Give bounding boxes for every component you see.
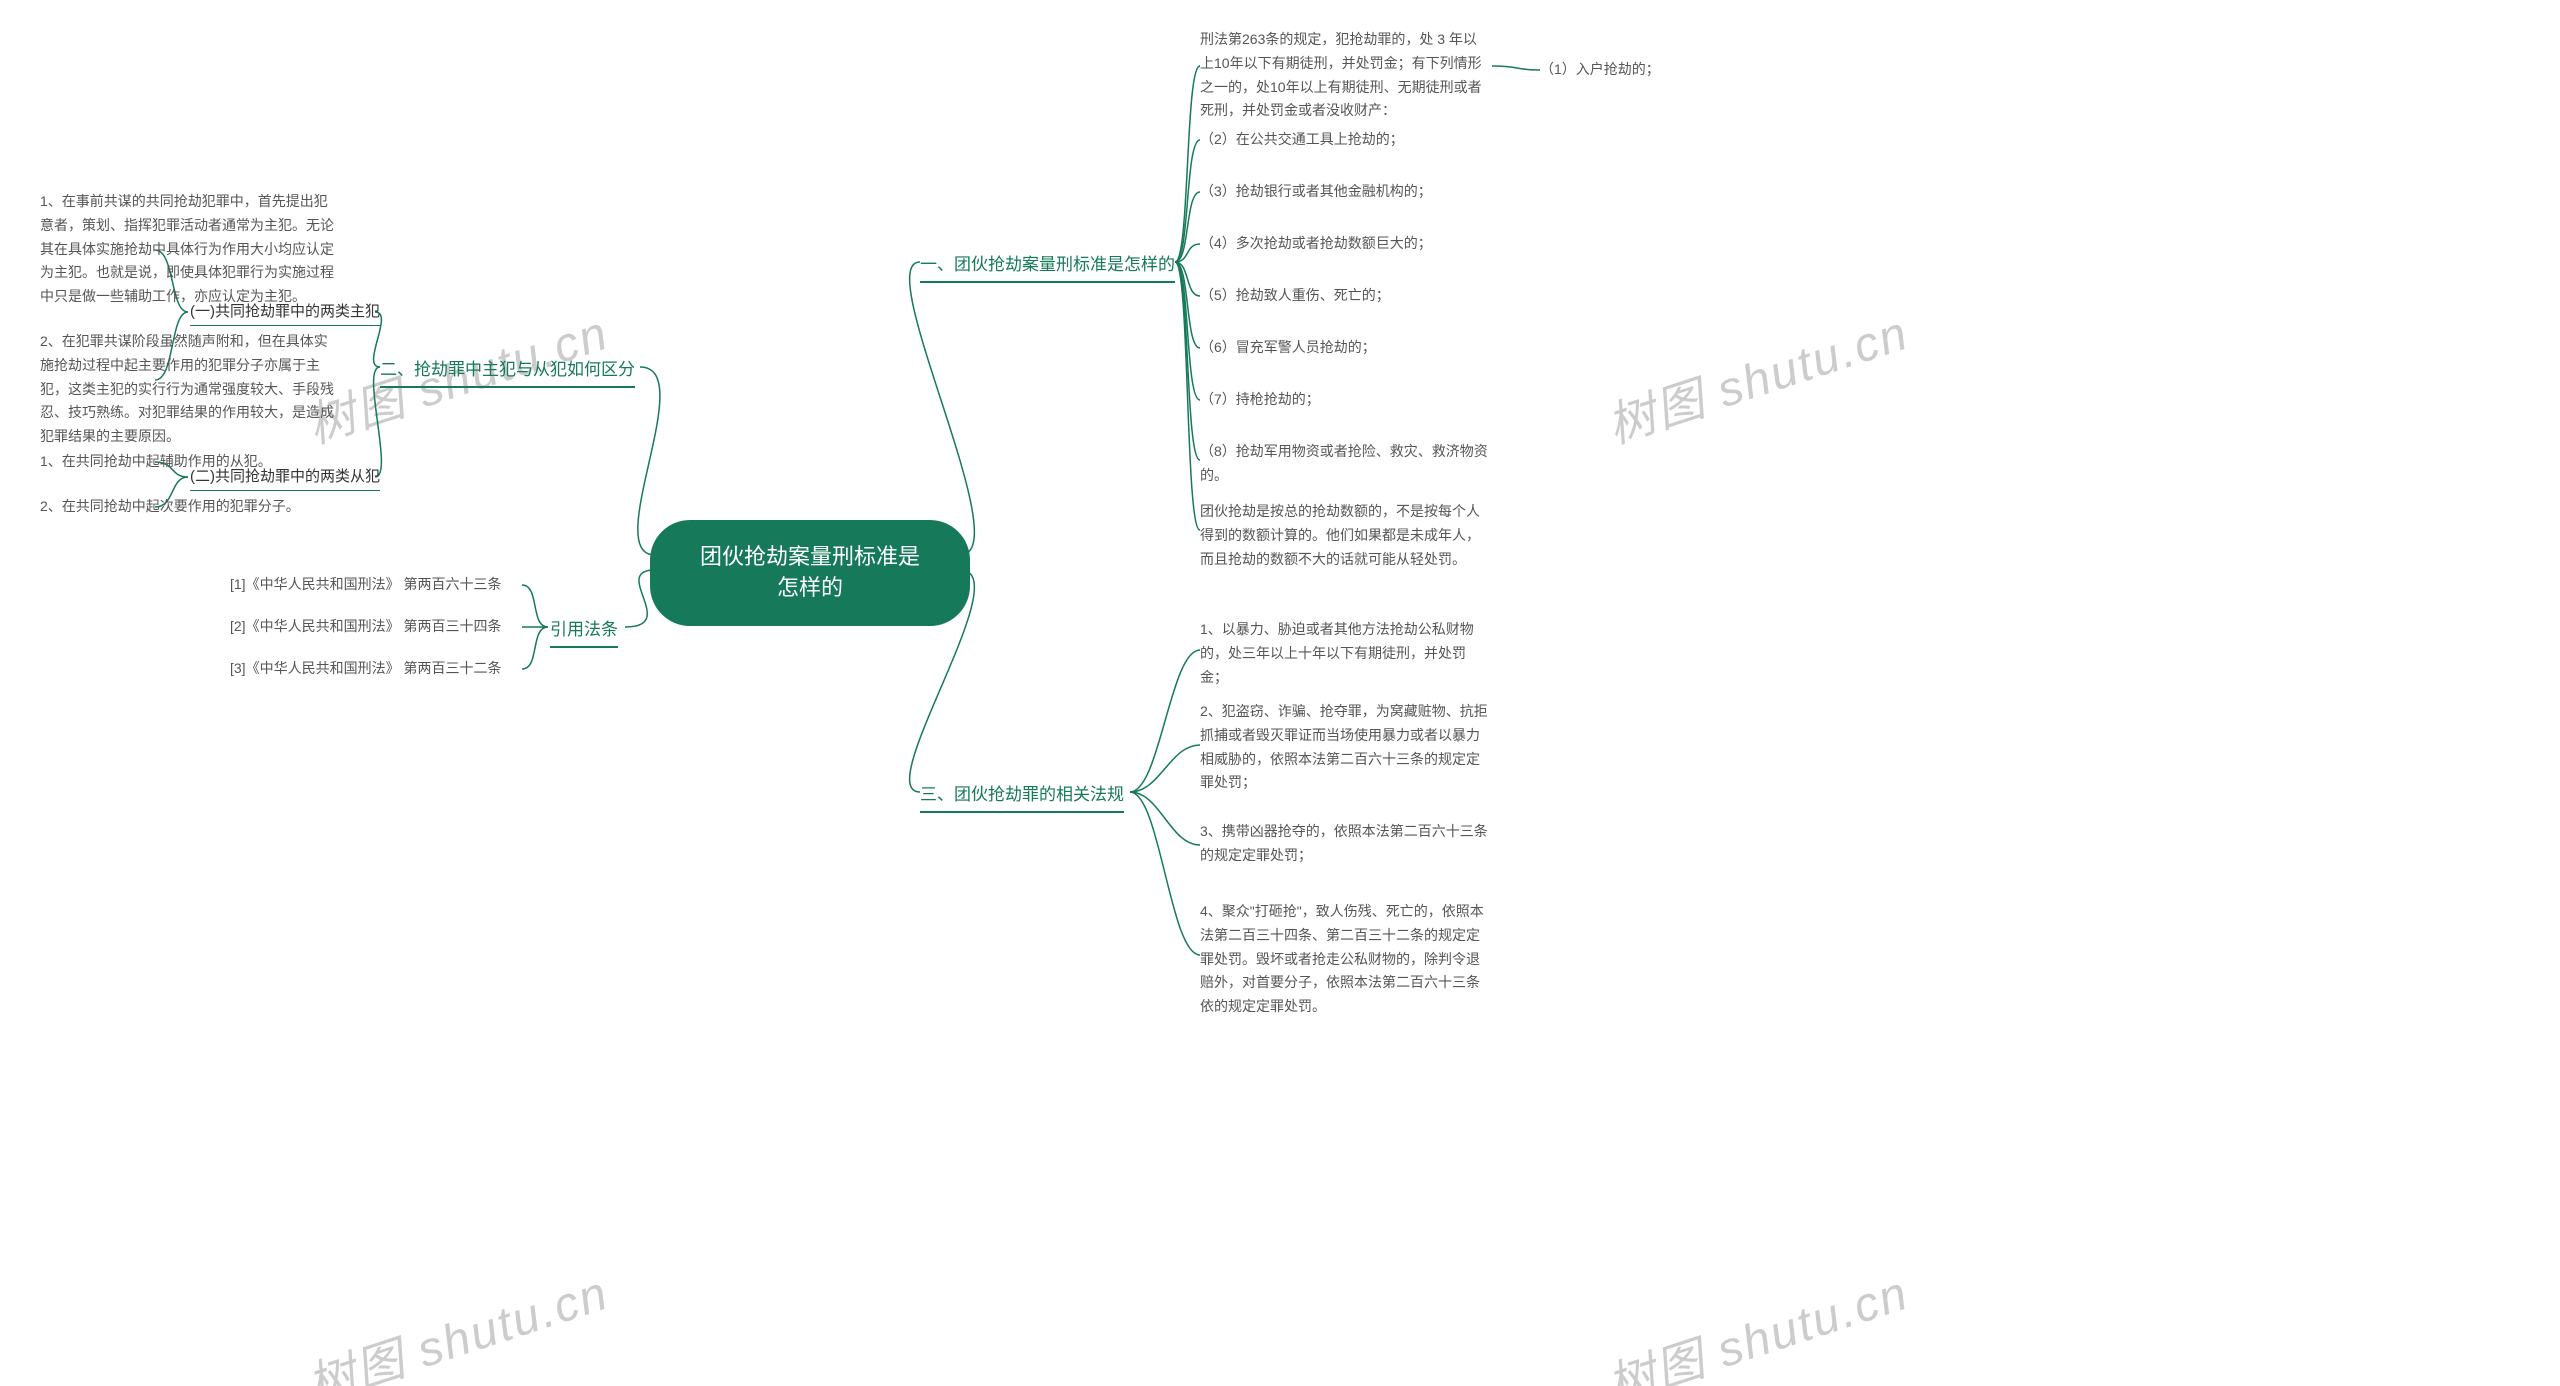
branch-sentencing[interactable]: 一、团伙抢劫案量刑标准是怎样的 (920, 250, 1175, 283)
root-node[interactable]: 团伙抢劫案量刑标准是怎样的 (650, 520, 970, 626)
leaf-node: 2、犯盗窃、诈骗、抢夺罪，为窝藏赃物、抗拒抓捕或者毁灭罪证而当场使用暴力或者以暴… (1200, 700, 1490, 795)
leaf-node: （5）抢劫致人重伤、死亡的； (1200, 284, 1390, 308)
leaf-node: 1、在共同抢劫中起辅助作用的从犯。 (40, 450, 272, 474)
leaf-node: （6）冒充军警人员抢劫的； (1200, 336, 1376, 360)
leaf-node: 1、在事前共谋的共同抢劫犯罪中，首先提出犯意者，策划、指挥犯罪活动者通常为主犯。… (40, 190, 340, 309)
leaf-node: 团伙抢劫是按总的抢劫数额的，不是按每个人得到的数额计算的。他们如果都是未成年人，… (1200, 500, 1490, 571)
watermark: 树图 shutu.cn (1597, 293, 1916, 456)
leaf-node: 刑法第263条的规定，犯抢劫罪的，处 3 年以上10年以下有期徒刑，并处罚金；有… (1200, 28, 1490, 123)
leaf-node: 2、在共同抢劫中起次要作用的犯罪分子。 (40, 495, 300, 519)
branch-regulations[interactable]: 三、团伙抢劫罪的相关法规 (920, 780, 1124, 813)
leaf-node: （1）入户抢劫的； (1540, 58, 1660, 82)
leaf-node: （3）抢劫银行或者其他金融机构的； (1200, 180, 1432, 204)
branch-label: 引用法条 (550, 620, 618, 639)
root-label: 团伙抢劫案量刑标准是怎样的 (700, 544, 920, 600)
leaf-node: 1、以暴力、胁迫或者其他方法抢劫公私财物的，处三年以上十年以下有期徒刑，并处罚金… (1200, 618, 1490, 689)
watermark: 树图 shutu.cn (1597, 1253, 1916, 1386)
leaf-node: 3、携带凶器抢夺的，依照本法第二百六十三条的规定定罪处罚； (1200, 820, 1490, 868)
leaf-node: （4）多次抢劫或者抢劫数额巨大的； (1200, 232, 1432, 256)
leaf-node: [1]《中华人民共和国刑法》 第两百六十三条 (230, 573, 501, 597)
leaf-node: 2、在犯罪共谋阶段虽然随声附和，但在具体实施抢劫过程中起主要作用的犯罪分子亦属于… (40, 330, 340, 449)
branch-principal-accessory[interactable]: 二、抢劫罪中主犯与从犯如何区分 (380, 355, 635, 388)
branch-label: 三、团伙抢劫罪的相关法规 (920, 785, 1124, 804)
leaf-node: 4、聚众"打砸抢"，致人伤残、死亡的，依照本法第二百三十四条、第二百三十二条的规… (1200, 900, 1490, 1019)
leaf-node: （7）持枪抢劫的； (1200, 388, 1320, 412)
leaf-node: （2）在公共交通工具上抢劫的； (1200, 128, 1404, 152)
leaf-node: （8）抢劫军用物资或者抢险、救灾、救济物资的。 (1200, 440, 1490, 488)
branch-citations[interactable]: 引用法条 (550, 615, 618, 648)
branch-label: 一、团伙抢劫案量刑标准是怎样的 (920, 255, 1175, 274)
leaf-node: [2]《中华人民共和国刑法》 第两百三十四条 (230, 615, 501, 639)
mindmap-connectors (0, 0, 2560, 1386)
branch-label: 二、抢劫罪中主犯与从犯如何区分 (380, 360, 635, 379)
leaf-node: [3]《中华人民共和国刑法》 第两百三十二条 (230, 657, 501, 681)
watermark: 树图 shutu.cn (297, 1253, 616, 1386)
